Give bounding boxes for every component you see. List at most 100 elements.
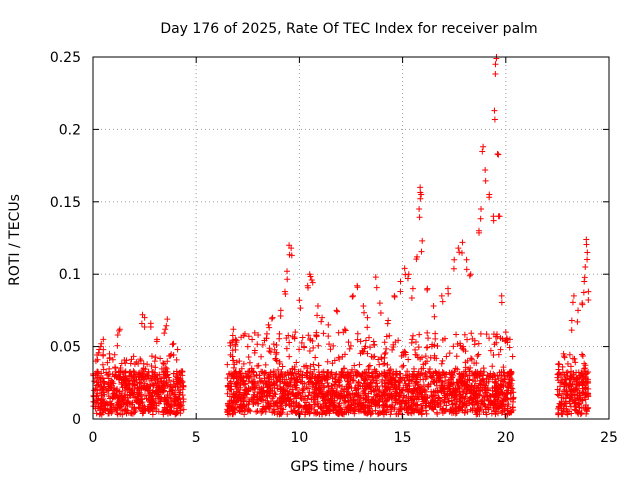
data-point: [573, 369, 580, 376]
data-point: [294, 379, 301, 386]
data-point: [315, 387, 322, 394]
data-point: [270, 341, 277, 348]
y-axis-label: ROTI / TECUs: [7, 194, 23, 286]
data-point: [160, 408, 167, 415]
data-point: [229, 400, 236, 407]
data-point: [416, 206, 423, 213]
data-point: [350, 377, 357, 384]
data-point: [477, 370, 484, 377]
data-point: [112, 364, 119, 371]
data-point: [104, 380, 111, 387]
data-point: [422, 370, 429, 377]
data-point: [100, 385, 107, 392]
data-point: [179, 368, 186, 375]
data-point: [305, 332, 312, 339]
data-point: [569, 398, 576, 405]
data-point: [432, 330, 439, 337]
data-point: [370, 396, 377, 403]
data-point: [311, 366, 318, 373]
data-point: [263, 335, 270, 342]
data-point: [325, 333, 332, 340]
data-point: [415, 344, 422, 351]
data-point: [151, 404, 158, 411]
data-point: [357, 338, 364, 345]
data-point: [269, 395, 276, 402]
data-point: [98, 403, 105, 410]
data-point: [463, 402, 470, 409]
data-point: [408, 295, 415, 302]
x-tick-label: 15: [394, 430, 412, 446]
data-point: [152, 395, 159, 402]
data-point: [319, 409, 326, 416]
data-point: [233, 398, 240, 405]
data-point: [141, 314, 148, 321]
data-point: [169, 387, 176, 394]
data-point: [510, 389, 517, 396]
data-point: [260, 387, 267, 394]
data-point: [234, 384, 241, 391]
data-point: [348, 402, 355, 409]
data-point: [392, 385, 399, 392]
data-point: [567, 403, 574, 410]
data-point: [578, 410, 585, 417]
data-point: [262, 405, 269, 412]
data-point: [157, 355, 164, 362]
data-point: [490, 217, 497, 224]
data-point: [242, 330, 249, 337]
data-point: [174, 346, 181, 353]
data-point: [291, 382, 298, 389]
data-point: [497, 346, 504, 353]
data-point: [131, 404, 138, 411]
data-point: [477, 388, 484, 395]
data-point: [104, 372, 111, 379]
data-point: [288, 245, 295, 252]
data-point: [326, 341, 333, 348]
data-point: [122, 387, 129, 394]
data-point: [430, 303, 437, 310]
data-point: [122, 406, 129, 413]
x-tick-label: 20: [497, 430, 515, 446]
data-point: [409, 336, 416, 343]
data-point: [501, 379, 508, 386]
data-point: [270, 379, 277, 386]
data-point: [571, 355, 578, 362]
data-point: [127, 392, 134, 399]
data-point: [276, 358, 283, 365]
data-point: [306, 389, 313, 396]
data-point: [128, 356, 135, 363]
data-point: [381, 370, 388, 377]
data-point: [390, 343, 397, 350]
data-point: [381, 387, 388, 394]
data-point: [447, 407, 454, 414]
data-point: [125, 398, 132, 405]
data-point: [415, 409, 422, 416]
data-point: [312, 384, 319, 391]
data-point: [171, 401, 178, 408]
data-point: [410, 396, 417, 403]
data-point: [322, 410, 329, 417]
data-point: [256, 372, 263, 379]
data-point: [471, 371, 478, 378]
data-point: [558, 394, 565, 401]
data-point: [460, 380, 467, 387]
data-point: [585, 390, 592, 397]
data-point: [229, 332, 236, 339]
data-point: [359, 373, 366, 380]
data-point: [152, 354, 159, 361]
data-point: [333, 391, 340, 398]
data-point: [490, 352, 497, 359]
data-point: [319, 369, 326, 376]
data-point: [143, 395, 150, 402]
data-point: [384, 320, 391, 327]
data-point: [301, 402, 308, 409]
data-point: [503, 390, 510, 397]
data-point: [299, 374, 306, 381]
data-points: [90, 54, 592, 418]
data-point: [356, 361, 363, 368]
data-point: [116, 327, 123, 334]
data-point: [318, 318, 325, 325]
data-point: [160, 371, 167, 378]
data-point: [344, 375, 351, 382]
data-point: [103, 399, 110, 406]
data-point: [310, 396, 317, 403]
